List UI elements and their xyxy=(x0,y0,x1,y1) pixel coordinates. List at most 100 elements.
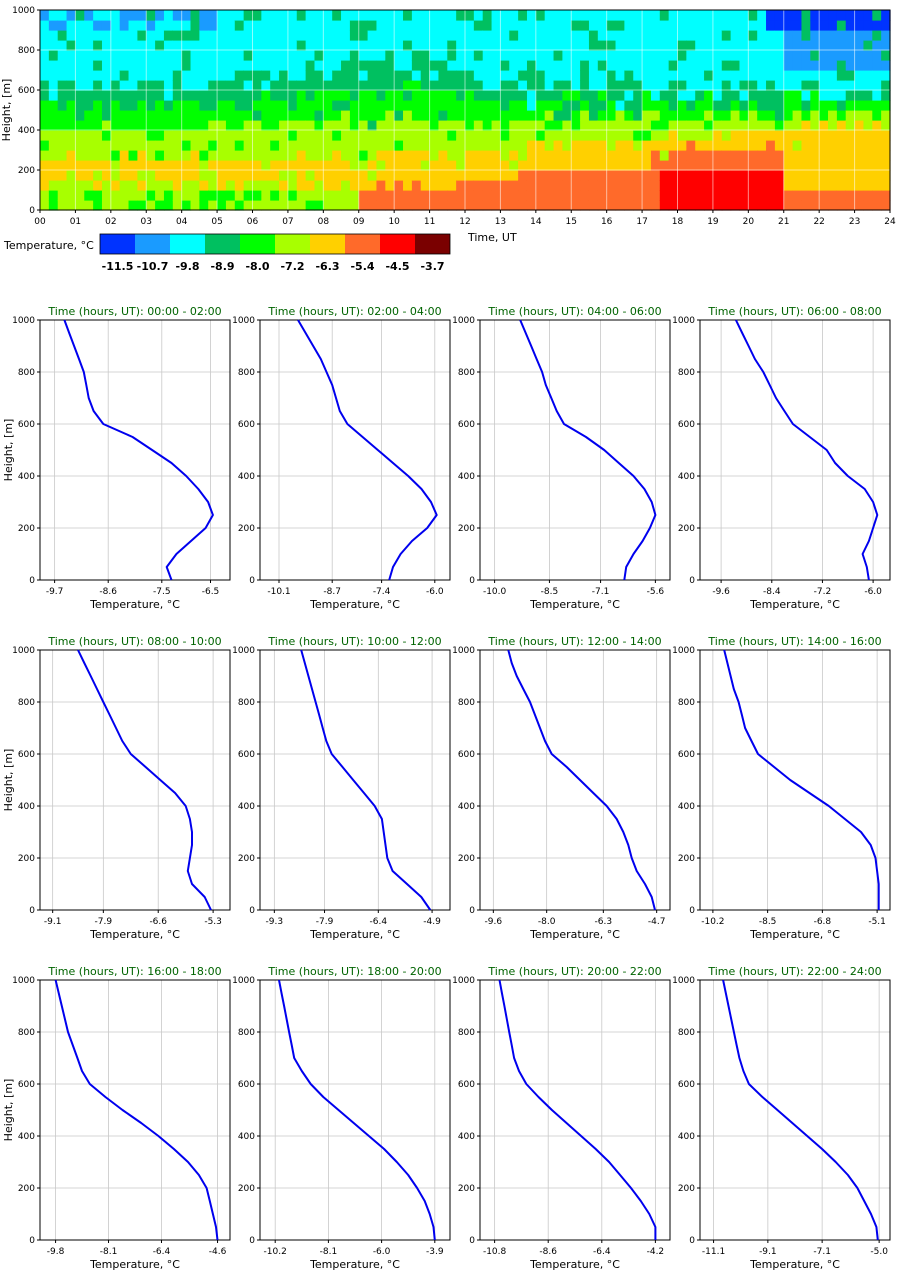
heatmap-cell xyxy=(385,60,395,71)
profile-panel: Time (hours, UT): 02:00 - 04:00-10.1 -8.7… xyxy=(232,305,451,611)
heatmap-cell xyxy=(562,30,572,41)
heatmap-cell xyxy=(403,60,413,71)
heatmap-cell xyxy=(394,20,404,31)
heatmap-cell xyxy=(438,80,448,91)
heatmap-cell xyxy=(341,200,351,211)
heatmap-cell xyxy=(217,60,227,71)
heatmap-cell xyxy=(712,110,723,121)
heatmap-cell xyxy=(411,20,422,31)
heatmap-cell xyxy=(332,180,342,191)
temperature-profile-line xyxy=(300,649,432,911)
heatmap-cell xyxy=(208,170,218,181)
heatmap-cell xyxy=(208,50,218,61)
colorbar-value: -8.9 xyxy=(210,260,234,273)
heatmap-cell xyxy=(110,40,121,51)
heatmap-cell xyxy=(712,30,723,41)
heatmap-cell xyxy=(792,80,803,91)
heatmap-cell xyxy=(40,50,50,61)
heatmap-cell xyxy=(438,90,448,101)
heatmap-cell xyxy=(66,180,77,191)
heatmap-cell xyxy=(119,60,130,71)
panel-xtick-label: -7.9 xyxy=(316,917,334,927)
heatmap-cell xyxy=(801,100,811,111)
panel-ytick-label: 200 xyxy=(678,1184,695,1194)
heatmap-cell xyxy=(650,130,661,141)
heatmap-cell xyxy=(518,60,528,71)
heatmap-cell xyxy=(287,70,298,81)
heatmap-cell xyxy=(447,120,457,131)
heatmap-cell xyxy=(48,200,59,211)
heatmap-cell xyxy=(155,30,165,41)
heatmap-cell xyxy=(580,200,590,211)
heatmap-cell xyxy=(93,190,103,201)
heatmap-cell xyxy=(332,40,342,51)
heatmap-cell xyxy=(110,190,121,201)
heatmap-cell xyxy=(766,150,776,161)
heatmap-cell xyxy=(845,20,856,31)
heatmap-cell xyxy=(217,190,227,201)
heatmap-cell xyxy=(465,60,475,71)
panel-ytick-label: 1000 xyxy=(12,976,35,986)
heatmap-cell xyxy=(403,30,413,41)
heatmap-cell xyxy=(721,10,732,21)
heatmap-cell xyxy=(332,200,342,211)
heatmap-cell xyxy=(349,120,360,131)
heatmap-cell xyxy=(261,110,271,121)
heatmap-cell xyxy=(163,10,174,21)
heatmap-cell xyxy=(314,60,324,71)
heatmap-xtick-label: 13 xyxy=(495,217,506,227)
heatmap-cell xyxy=(482,80,493,91)
heatmap-cell xyxy=(509,120,519,131)
heatmap-cell xyxy=(544,70,555,81)
heatmap-cell xyxy=(217,30,227,41)
heatmap-cell xyxy=(349,180,360,191)
heatmap-cell xyxy=(438,110,448,121)
heatmap-cell xyxy=(863,20,873,31)
heatmap-cell xyxy=(677,190,687,201)
panel-ytick-label: 1000 xyxy=(672,976,695,986)
heatmap-cell xyxy=(650,50,661,61)
heatmap-cell xyxy=(606,170,617,181)
heatmap-cell xyxy=(270,110,280,121)
heatmap-cell xyxy=(783,60,794,71)
heatmap-cell xyxy=(358,100,369,111)
heatmap-cell xyxy=(482,140,493,151)
heatmap-cell xyxy=(686,40,696,51)
heatmap-cell xyxy=(597,200,608,211)
heatmap-cell xyxy=(659,50,670,61)
panel-xtick-label: -6.4 xyxy=(593,1247,611,1257)
heatmap-cell xyxy=(704,40,714,51)
heatmap-xtick-label: 24 xyxy=(884,217,896,227)
heatmap-cell xyxy=(101,110,112,121)
heatmap-cell xyxy=(420,60,431,71)
heatmap-cell xyxy=(110,10,121,21)
heatmap-cell xyxy=(588,180,599,191)
heatmap-cell xyxy=(155,80,165,91)
heatmap-cell xyxy=(66,40,77,51)
heatmap-cell xyxy=(420,100,431,111)
panel-xlabel: Temperature, °C xyxy=(749,928,840,941)
heatmap-cell xyxy=(465,150,475,161)
heatmap-cell xyxy=(341,110,351,121)
heatmap-cell xyxy=(181,90,192,101)
heatmap-cell xyxy=(84,190,94,201)
heatmap-cell xyxy=(252,50,262,61)
heatmap-cell xyxy=(367,190,378,201)
panel-frame xyxy=(39,979,231,1241)
panel-xtick-label: -7.2 xyxy=(814,587,832,597)
heatmap-cell xyxy=(305,50,316,61)
heatmap-cell xyxy=(509,180,519,191)
heatmap-cell xyxy=(845,110,856,121)
heatmap-cell xyxy=(518,10,528,21)
heatmap-cell xyxy=(128,60,138,71)
heatmap-cell xyxy=(863,180,873,191)
heatmap-cell xyxy=(75,110,85,121)
heatmap-cell xyxy=(500,170,510,181)
heatmap-cell xyxy=(721,200,732,211)
heatmap-cell xyxy=(84,80,94,91)
heatmap-cell xyxy=(217,150,227,161)
heatmap-xtick-label: 21 xyxy=(778,217,789,227)
heatmap-cell xyxy=(686,90,696,101)
heatmap-cell xyxy=(482,200,493,211)
heatmap-cell xyxy=(403,10,413,21)
